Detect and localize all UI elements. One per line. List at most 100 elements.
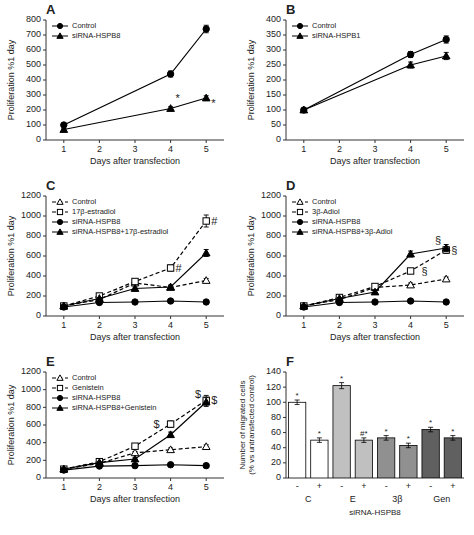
error-bar bbox=[295, 400, 300, 405]
marker bbox=[301, 303, 307, 309]
y-tick-label: 250 bbox=[266, 59, 281, 69]
y-tick-label: 800 bbox=[266, 230, 281, 240]
y-tick-label: 100 bbox=[266, 397, 281, 407]
x-tick bbox=[99, 140, 100, 143]
marker bbox=[167, 71, 173, 77]
y-tick-label: 0 bbox=[36, 472, 41, 482]
series-line bbox=[64, 402, 206, 469]
y-tick-label: 700 bbox=[26, 29, 41, 39]
x-tick-label: 2 bbox=[337, 320, 342, 330]
group-label: 3β bbox=[392, 494, 402, 504]
annotation: # bbox=[211, 215, 218, 227]
marker bbox=[442, 244, 450, 251]
y-tick-label: 500 bbox=[26, 59, 41, 69]
legend-item: Control bbox=[52, 21, 97, 30]
series-line bbox=[64, 281, 206, 307]
x-tick-label: - bbox=[296, 481, 299, 491]
y-tick bbox=[283, 216, 286, 217]
y-tick-label: 600 bbox=[266, 250, 281, 260]
marker bbox=[202, 249, 210, 256]
y-tick bbox=[43, 80, 46, 81]
legend-label: Genistein bbox=[72, 383, 104, 392]
x-axis-label: Days after transfection bbox=[330, 332, 420, 342]
series bbox=[61, 298, 210, 310]
y-tick bbox=[43, 95, 46, 96]
y-tick bbox=[283, 80, 286, 81]
y-axis bbox=[286, 372, 287, 478]
marker bbox=[167, 421, 173, 427]
marker bbox=[57, 375, 63, 380]
y-tick bbox=[43, 316, 46, 317]
series bbox=[300, 275, 450, 309]
x-tick-label: - bbox=[429, 481, 432, 491]
y-tick bbox=[43, 140, 46, 141]
marker bbox=[167, 431, 175, 438]
y-tick-label: 200 bbox=[26, 290, 41, 300]
legend-label: siRNA-HSPB8 bbox=[72, 393, 120, 402]
marker bbox=[132, 299, 138, 305]
y-axis-label: Proliferation %1 day bbox=[246, 215, 256, 296]
marker bbox=[297, 219, 302, 224]
legend-item: siRNA-HSPB8 bbox=[52, 31, 120, 40]
bar bbox=[377, 438, 394, 478]
marker bbox=[167, 446, 175, 453]
x-tick-label: + bbox=[317, 481, 322, 491]
y-tick bbox=[43, 216, 46, 217]
x-tick bbox=[303, 316, 304, 319]
y-tick bbox=[43, 236, 46, 237]
y-tick bbox=[283, 50, 286, 51]
x-tick bbox=[135, 140, 136, 143]
series bbox=[60, 94, 210, 132]
y-tick-label: 100 bbox=[266, 104, 281, 114]
y-tick bbox=[43, 125, 46, 126]
marker bbox=[443, 36, 449, 42]
marker bbox=[407, 61, 415, 68]
x-tick bbox=[99, 478, 100, 481]
marker bbox=[407, 281, 415, 288]
legend-item: siRNA-HSPB8+17β-estradiol bbox=[52, 227, 169, 236]
marker bbox=[132, 443, 138, 449]
legend-item: siRNA-HSPB8 bbox=[52, 217, 120, 226]
y-tick-label: 600 bbox=[26, 250, 41, 260]
series-line bbox=[304, 40, 446, 111]
y-tick-label: 50 bbox=[271, 119, 281, 129]
y-tick-label: 140 bbox=[266, 366, 281, 376]
y-axis-label: Proliferation %1 day bbox=[6, 215, 16, 296]
y-tick bbox=[283, 296, 286, 297]
x-axis-label: Days after transfection bbox=[330, 156, 420, 166]
y-tick-label: 800 bbox=[26, 14, 41, 24]
y-tick-label: 800 bbox=[26, 402, 41, 412]
y-tick-label: 20 bbox=[271, 457, 281, 467]
x-tick bbox=[303, 140, 304, 143]
marker bbox=[297, 23, 302, 28]
marker bbox=[407, 250, 415, 257]
annotation: * bbox=[407, 434, 410, 443]
x-tick-label: 1 bbox=[301, 144, 306, 154]
marker bbox=[297, 229, 303, 234]
y-axis-label-line: Proliferation %1 day bbox=[6, 384, 16, 465]
legend-item: siRNA-HSPB1 bbox=[292, 31, 360, 40]
error-bar bbox=[361, 438, 366, 443]
y-tick bbox=[43, 372, 46, 373]
x-tick-label: 5 bbox=[444, 320, 449, 330]
x-tick-label: 2 bbox=[97, 320, 102, 330]
marker bbox=[60, 465, 68, 472]
x-tick-label: - bbox=[385, 481, 388, 491]
x-tick bbox=[410, 316, 411, 319]
x-tick-label: - bbox=[340, 481, 343, 491]
x-tick bbox=[446, 140, 447, 143]
x-tick-label: + bbox=[450, 481, 455, 491]
marker bbox=[301, 107, 307, 113]
y-tick bbox=[43, 20, 46, 21]
panel-title: F bbox=[286, 354, 294, 369]
panel-title: A bbox=[46, 2, 56, 17]
y-tick bbox=[283, 125, 286, 126]
x-tick bbox=[375, 140, 376, 143]
legend-label: Control bbox=[312, 21, 337, 30]
y-tick-label: 400 bbox=[266, 14, 281, 24]
marker bbox=[371, 288, 379, 295]
y-tick-label: 400 bbox=[26, 437, 41, 447]
annotation: § bbox=[422, 265, 428, 277]
series bbox=[61, 215, 210, 309]
y-tick-label: 200 bbox=[26, 104, 41, 114]
